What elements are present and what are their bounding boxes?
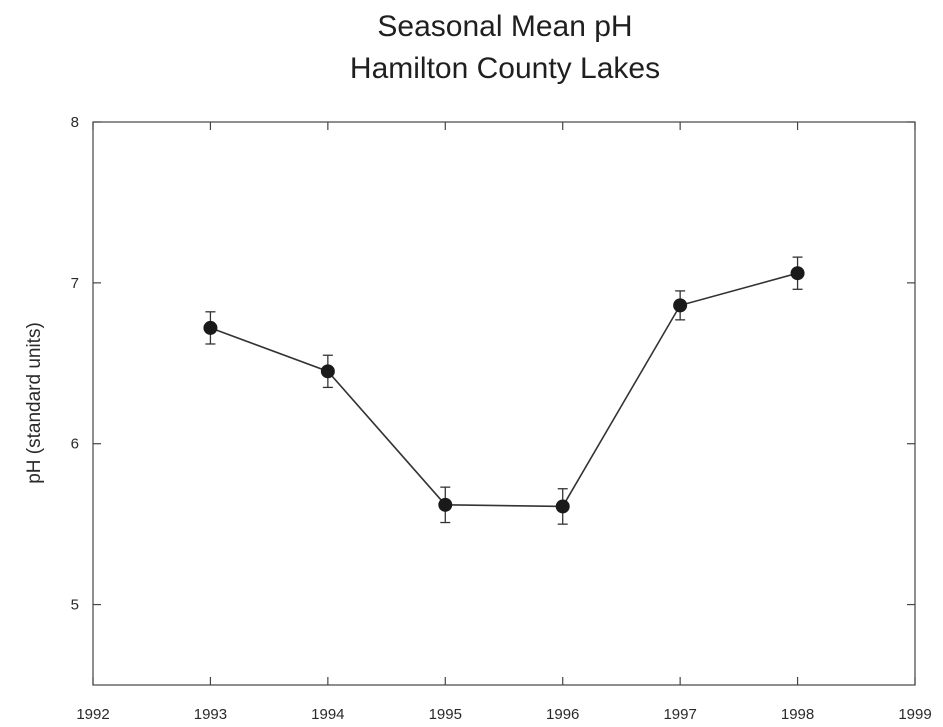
data-point xyxy=(790,266,805,281)
plot-frame xyxy=(92,121,916,686)
y-axis-ticks: 5 6 7 8 xyxy=(71,114,915,614)
x-tick-label: 1998 xyxy=(781,706,814,723)
x-tick-label: 1992 xyxy=(76,706,109,723)
series-line xyxy=(210,272,798,508)
y-tick-label: 7 xyxy=(71,275,79,292)
chart-title: Seasonal Mean pH xyxy=(377,10,632,43)
data-point xyxy=(555,499,570,514)
x-tick-label: 1994 xyxy=(311,706,344,723)
data-point xyxy=(203,320,218,335)
x-tick-label: 1993 xyxy=(194,706,227,723)
data-points xyxy=(203,266,805,514)
x-tick-label: 1999 xyxy=(898,706,931,723)
data-point xyxy=(673,298,688,313)
x-tick-label: 1995 xyxy=(429,706,462,723)
x-axis-ticks: 1992 1993 1994 1995 1996 1997 1998 1999 xyxy=(76,122,932,723)
chart-subtitle: Hamilton County Lakes xyxy=(350,52,660,85)
x-tick-label: 1997 xyxy=(663,706,696,723)
data-point xyxy=(438,497,453,512)
data-point xyxy=(320,364,335,379)
y-tick-label: 8 xyxy=(71,114,79,131)
y-tick-label: 5 xyxy=(71,597,79,614)
x-tick-label: 1996 xyxy=(546,706,579,723)
y-axis-label: pH (standard units) xyxy=(24,322,45,484)
y-tick-label: 6 xyxy=(71,436,79,453)
